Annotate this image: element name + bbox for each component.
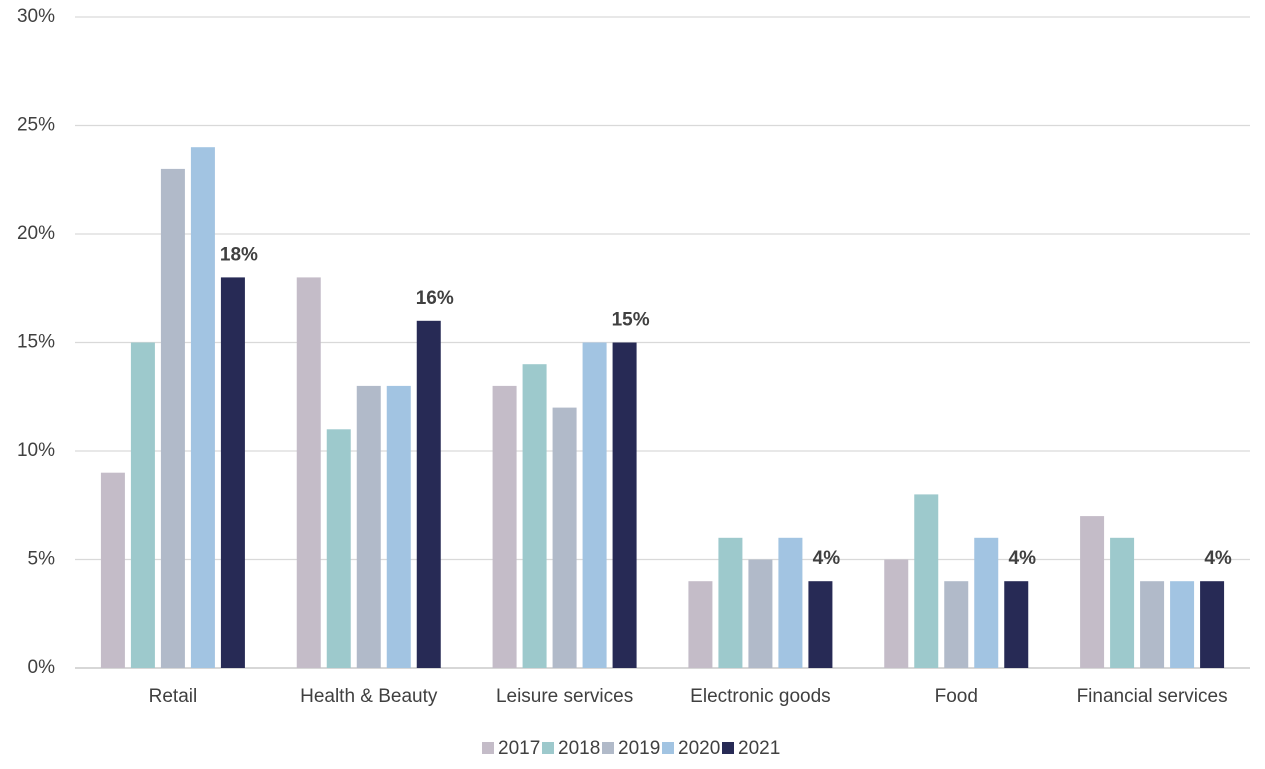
bar [416,320,441,668]
bar [1170,581,1195,668]
bar [1004,581,1029,668]
y-tick-label: 10% [17,440,55,461]
y-tick-label: 5% [28,549,56,570]
legend-swatch [482,742,494,754]
bar [326,429,351,668]
y-tick-label: 20% [17,223,55,244]
legend-swatch [722,742,734,754]
bar [582,342,607,668]
x-tick-label: Health & Beauty [300,686,438,707]
data-label: 18% [220,244,258,265]
data-label: 15% [612,310,650,331]
bar [974,537,999,668]
bar [808,581,833,668]
x-tick-label: Retail [149,686,198,707]
bar [1140,581,1165,668]
bar [552,407,577,668]
bar [1080,516,1105,668]
x-tick-label: Financial services [1077,686,1228,707]
bar [100,472,125,668]
legend-label: 2020 [678,738,720,759]
legend-swatch [542,742,554,754]
x-tick-label: Electronic goods [690,686,830,707]
bar [944,581,969,668]
data-label: 4% [1009,548,1037,569]
bar [1110,537,1135,668]
bar [130,342,155,668]
bar [688,581,713,668]
legend-swatch [602,742,614,754]
legend-swatch [662,742,674,754]
x-tick-label: Leisure services [496,686,633,707]
bar [748,559,773,668]
bar [190,147,215,668]
y-tick-label: 25% [17,115,55,136]
bar [220,277,245,668]
x-tick-label: Food [935,686,978,707]
bar [914,494,939,668]
legend-label: 2018 [558,738,600,759]
bar [884,559,909,668]
data-label: 4% [1204,548,1232,569]
bar [160,168,185,668]
bar [1200,581,1225,668]
bar [778,537,803,668]
y-tick-label: 30% [17,6,55,27]
bar [522,364,547,668]
bar [296,277,321,668]
y-tick-label: 0% [28,657,56,678]
legend-label: 2021 [738,738,780,759]
data-label: 4% [813,548,841,569]
bar [718,537,743,668]
bar [386,385,411,668]
bar [612,342,637,668]
data-label: 16% [416,288,454,309]
bar [492,385,517,668]
y-tick-label: 15% [17,332,55,353]
bar [356,385,381,668]
legend-label: 2017 [498,738,540,759]
legend-label: 2019 [618,738,660,759]
